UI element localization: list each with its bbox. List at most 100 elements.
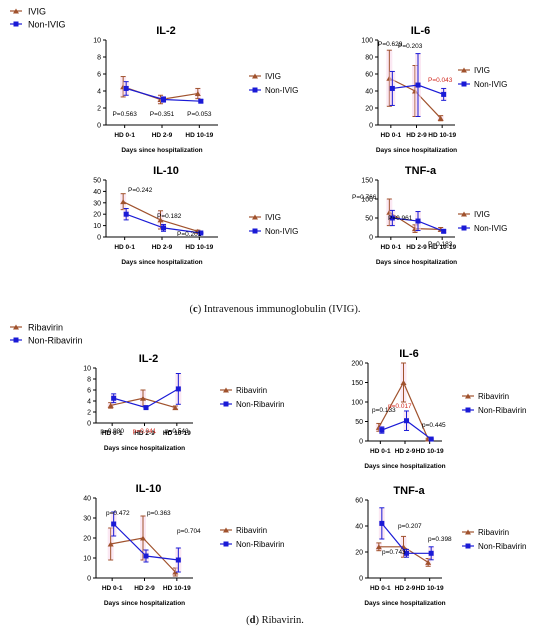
y-tick-label: 200 (351, 361, 363, 368)
figure-legend-2: Ribavirin Non-Ribavirin (10, 323, 83, 346)
caption-c: (c) Intravenous immunoglobulin (IVIG). (189, 304, 361, 315)
legend-marker-square (465, 543, 471, 549)
p-value-label: P=0.201 (177, 231, 202, 238)
x-tick-label: HD 0-1 (102, 430, 123, 437)
chart-title: TNF-a (393, 485, 425, 497)
x-axis-label: Days since hospitalization (376, 259, 457, 266)
legend-label: Ribavirin (236, 386, 267, 395)
legend-label: IVIG (265, 72, 281, 81)
x-axis-label: Days since hospitalization (364, 600, 445, 607)
y-tick-label: 30 (83, 516, 91, 523)
y-tick-label: 50 (93, 178, 101, 185)
y-tick-label: 100 (361, 38, 373, 45)
data-point-triangle (107, 402, 114, 408)
data-point-square (404, 418, 409, 424)
chart-title: TNF-a (405, 165, 437, 177)
y-tick-label: 40 (365, 89, 373, 96)
chart-panel-2: IL-6 0 20 40 60 80 100 HD 0-1 HD 2-9 HD 10-19 Days… (361, 25, 507, 154)
y-tick-label: 2 (87, 410, 91, 417)
x-tick-label: HD 0-1 (381, 132, 402, 139)
chart-title: IL-10 (136, 483, 162, 495)
chart-panel-4: TNF-a 0 50 100 150 HD 0-1 HD 2-9 HD 10-19 Days s… (352, 165, 507, 266)
y-tick-label: 2 (97, 106, 101, 113)
data-point-square (379, 427, 385, 433)
data-point-triangle (375, 544, 382, 550)
x-tick-label: HD 0-1 (370, 448, 391, 455)
chart-title: IL-2 (156, 25, 176, 37)
legend-label: Ribavirin (478, 528, 509, 537)
caption-c-letter: c (193, 304, 198, 315)
y-tick-label: 0 (359, 439, 363, 446)
p-value-label: P=0.183 (428, 241, 453, 248)
y-tick-label: 10 (93, 223, 101, 230)
y-tick-label: 0 (369, 123, 373, 130)
data-point-triangle (172, 405, 179, 411)
chart-panel-1: IL-2 0 2 4 6 8 10 HD 0-1 HD 2-9 HD 10-19 Days sinc… (93, 25, 298, 154)
p-value-label: p=0.743 (382, 549, 406, 556)
x-tick-label: HD 2-9 (395, 585, 416, 592)
x-tick-label: HD 10-19 (163, 430, 191, 437)
caption-d: (d) Ribavirin. (246, 615, 304, 626)
p-value-label: P=0.351 (150, 111, 175, 118)
x-tick-label: HD 10-19 (163, 585, 191, 592)
y-tick-label: 150 (351, 380, 363, 387)
y-tick-label: 100 (351, 400, 363, 407)
p-value-label: P=0.053 (187, 111, 212, 118)
legend-label: Non-Ribavirin (478, 406, 526, 415)
legend-marker-square (252, 87, 258, 93)
data-point-triangle (425, 559, 432, 565)
y-tick-label: 0 (87, 421, 91, 428)
x-tick-label: HD 2-9 (406, 132, 427, 139)
data-point-square (428, 550, 434, 556)
y-tick-label: 60 (365, 72, 373, 79)
y-tick-label: 30 (93, 200, 101, 207)
y-tick-label: 0 (359, 576, 363, 583)
legend-marker-square (223, 541, 229, 547)
legend-label: Non-Ribavirin (236, 400, 284, 409)
data-point-square (389, 85, 395, 91)
legend-marker-triangle (465, 529, 471, 535)
x-tick-label: HD 10-19 (416, 585, 444, 592)
data-point-triangle (120, 199, 127, 205)
legend-label: Ribavirin (478, 392, 509, 401)
p-value-label: P=0.766 (352, 194, 377, 201)
y-tick-label: 20 (93, 212, 101, 219)
data-point-triangle (437, 115, 444, 121)
p-value-label: P=0.182 (157, 213, 182, 220)
x-axis-label: Days since hospitalization (121, 259, 202, 266)
legend-label: Ribavirin (236, 526, 267, 535)
x-tick-label: HD 2-9 (134, 430, 155, 437)
y-tick-label: 40 (93, 189, 101, 196)
legend-marker-triangle (223, 527, 229, 533)
legend-marker-triangle (252, 214, 258, 220)
y-tick-label: 50 (365, 216, 373, 223)
legend-label: IVIG (474, 66, 490, 75)
data-point-square (143, 405, 149, 411)
x-tick-label: HD 2-9 (152, 244, 173, 251)
y-tick-label: 40 (355, 524, 363, 531)
data-point-triangle (140, 395, 146, 401)
legend-label: Non-IVIG (474, 224, 507, 233)
data-point-square (379, 520, 385, 526)
y-tick-label: 10 (83, 366, 91, 373)
p-value-label: p=0.704 (177, 528, 201, 535)
y-tick-label: 6 (87, 388, 91, 395)
chart-panel-5: IL-2 0 2 4 6 8 10 HD 0-1 HD 2-9 HD 10-19 Days sinc… (83, 353, 284, 452)
y-tick-label: 10 (83, 556, 91, 563)
x-tick-label: HD 0-1 (102, 585, 123, 592)
caption-c-text: Intravenous immunoglobulin (IVIG). (201, 304, 361, 315)
legend-label: Non-IVIG (265, 227, 298, 236)
data-point-square (123, 211, 129, 217)
data-point-square (404, 550, 409, 556)
figure-legend-triangle (13, 324, 19, 330)
y-tick-label: 20 (83, 536, 91, 543)
x-tick-label: HD 2-9 (152, 132, 173, 139)
p-value-label: P=0.961 (388, 215, 413, 222)
chart-title: IL-2 (139, 353, 159, 365)
legend-marker-triangle (252, 73, 258, 79)
legend-marker-square (461, 81, 467, 87)
caption-d-text: Ribavirin. (258, 615, 304, 626)
y-tick-label: 8 (97, 55, 101, 62)
x-axis-label: Days since hospitalization (376, 147, 457, 154)
y-tick-label: 60 (355, 498, 363, 505)
